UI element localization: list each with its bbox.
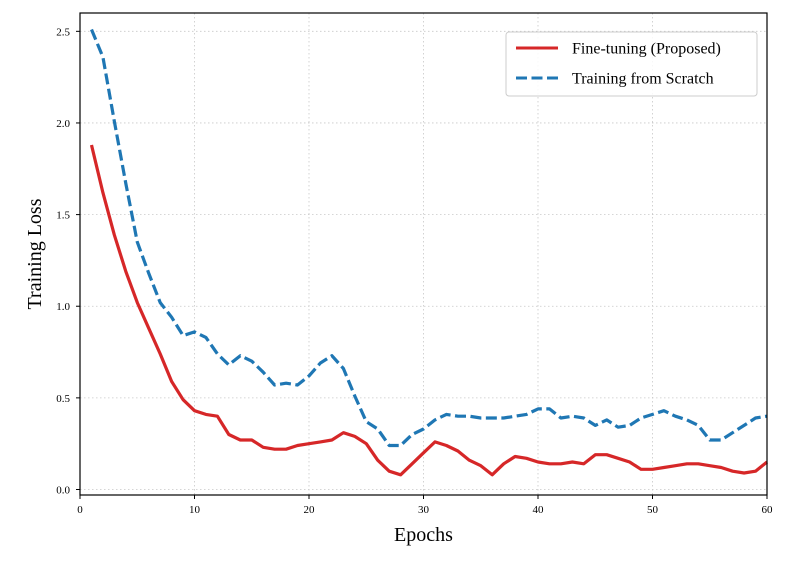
x-tick-label: 60	[762, 504, 774, 516]
y-tick-label: 0.5	[56, 393, 70, 405]
series-line-scratch	[90, 28, 768, 448]
series-line-fine-tuning	[89, 144, 768, 477]
y-tick-label: 2.5	[56, 26, 70, 38]
axis-ticks: 0 10 20 30 40 50 60 0.0 0.5 1.0 1.5 2.0 2.5	[56, 26, 773, 516]
series-lines	[89, 28, 768, 477]
x-tick-label: 0	[77, 504, 83, 516]
legend-label-scratch: Training from Scratch	[572, 71, 714, 88]
legend-label-fine-tuning: Fine-tuning (Proposed)	[572, 41, 721, 58]
legend: Fine-tuning (Proposed) Training from Scr…	[505, 31, 758, 97]
x-tick-label: 20	[304, 504, 316, 516]
y-tick-label: 1.0	[56, 301, 70, 313]
y-axis-label: Training Loss	[24, 198, 46, 309]
legend-box	[505, 31, 758, 97]
x-tick-label: 10	[189, 504, 201, 516]
x-tick-label: 40	[533, 504, 545, 516]
x-tick-label: 50	[647, 504, 659, 516]
x-axis-label: Epochs	[394, 524, 453, 546]
y-tick-label: 0.0	[56, 485, 70, 497]
y-tick-label: 1.5	[56, 210, 70, 222]
y-tick-label: 2.0	[56, 118, 70, 130]
x-tick-label: 30	[418, 504, 430, 516]
